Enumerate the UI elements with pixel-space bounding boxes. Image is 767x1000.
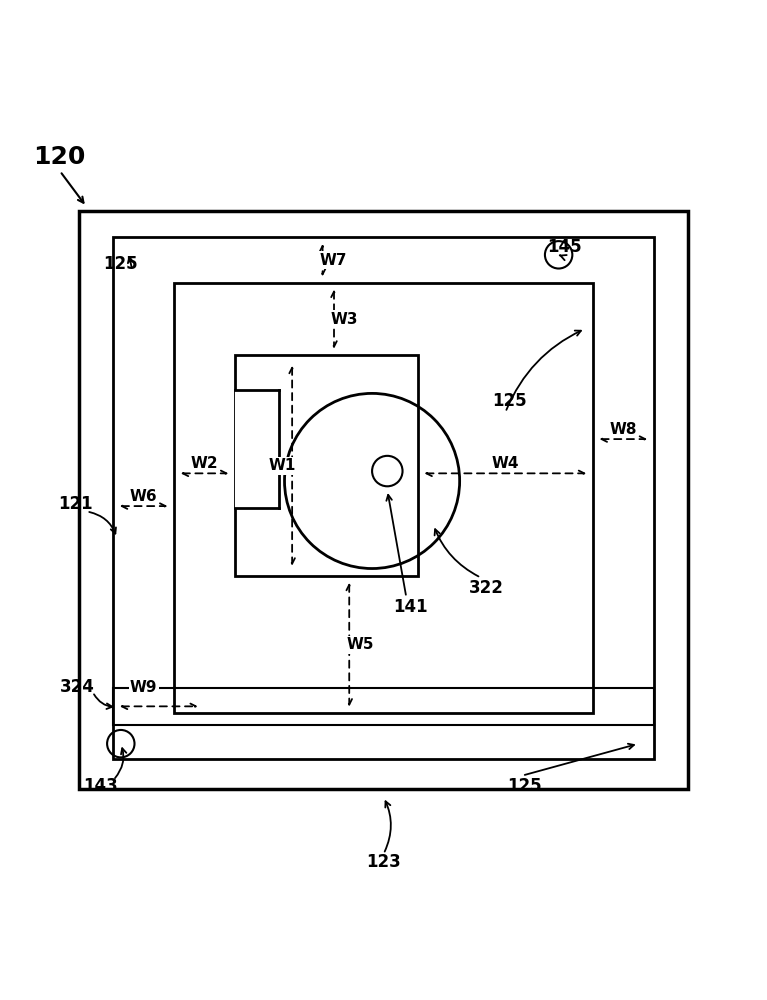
Text: W2: W2	[191, 456, 219, 471]
Text: 125: 125	[492, 392, 526, 410]
Text: W9: W9	[130, 680, 157, 695]
Text: W7: W7	[320, 253, 347, 268]
Text: 120: 120	[33, 145, 86, 169]
Bar	[79, 211, 688, 789]
Text: 143: 143	[83, 777, 117, 795]
Bar	[235, 390, 279, 508]
Text: 322: 322	[469, 579, 504, 597]
Text: 141: 141	[393, 598, 427, 616]
Text: W3: W3	[331, 312, 358, 327]
Text: W8: W8	[610, 422, 637, 437]
Text: 121: 121	[58, 495, 93, 513]
Bar	[235, 355, 418, 576]
Text: 125: 125	[507, 777, 542, 795]
Bar	[114, 688, 653, 725]
Text: 324: 324	[60, 678, 95, 696]
Text: 123: 123	[366, 853, 401, 871]
Bar	[174, 283, 593, 713]
Text: W5: W5	[346, 637, 374, 652]
Text: W4: W4	[492, 456, 519, 471]
Text: W1: W1	[268, 458, 296, 473]
Text: 125: 125	[104, 255, 138, 273]
Text: 145: 145	[548, 238, 582, 256]
Text: W6: W6	[130, 489, 157, 504]
Bar	[114, 237, 653, 759]
